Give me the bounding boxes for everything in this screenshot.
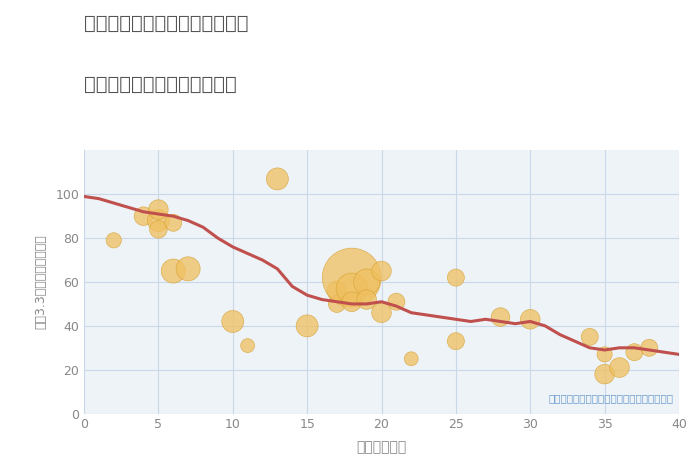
X-axis label: 築年数（年）: 築年数（年） [356,440,407,454]
Point [346,274,357,282]
Point [599,351,610,358]
Point [599,370,610,378]
Point [361,296,372,303]
Point [525,315,536,323]
Point [108,236,119,244]
Point [629,348,640,356]
Point [450,274,461,282]
Point [227,318,238,325]
Point [376,309,387,316]
Text: 築年数別中古マンション価格: 築年数別中古マンション価格 [84,75,237,94]
Point [391,298,402,306]
Point [584,333,595,341]
Point [406,355,417,362]
Point [168,267,179,275]
Point [361,278,372,286]
Point [302,322,313,329]
Point [614,364,625,371]
Point [242,342,253,349]
Point [153,226,164,233]
Point [376,267,387,275]
Point [272,175,283,183]
Text: 愛知県海部郡蟹江町蟹江新町の: 愛知県海部郡蟹江町蟹江新町の [84,14,248,33]
Point [138,212,149,220]
Text: 円の大きさは、取引のあった物件面積を示す: 円の大きさは、取引のあった物件面積を示す [548,393,673,403]
Point [183,265,194,273]
Point [153,206,164,213]
Point [450,337,461,345]
Point [331,300,342,308]
Point [495,313,506,321]
Y-axis label: 坪（3.3㎡）単価（万円）: 坪（3.3㎡）単価（万円） [34,235,47,329]
Point [153,217,164,224]
Point [168,219,179,227]
Point [346,298,357,306]
Point [331,287,342,295]
Point [644,344,655,352]
Point [346,285,357,292]
